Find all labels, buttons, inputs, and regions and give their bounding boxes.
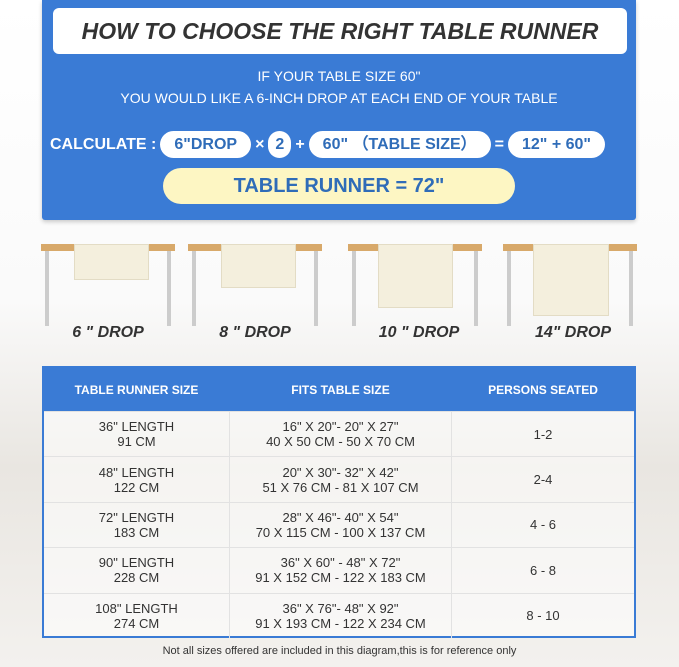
formula-panel: HOW TO CHOOSE THE RIGHT TABLE RUNNER IF … <box>42 0 636 220</box>
fits-cell: 20" X 30"- 32" X 42" 51 X 76 CM - 81 X 10… <box>229 457 452 502</box>
size-cm: 228 CM <box>113 570 160 586</box>
size-cm: 183 CM <box>113 524 160 540</box>
calculate-label: CALCULATE : <box>50 135 157 153</box>
drop-label: 6 " DROP <box>72 324 144 341</box>
drop-label: 10 " DROP <box>378 324 460 341</box>
page-title: HOW TO CHOOSE THE RIGHT TABLE RUNNER <box>53 8 627 54</box>
persons-cell: 2-4 <box>533 472 553 488</box>
fits-cell: 28" X 46"- 40" X 54" 70 X 115 CM - 100 X … <box>229 502 452 548</box>
fits-inches: 16" X 20"- 20" X 27" <box>282 419 399 435</box>
fits-cell: 36" X 76"- 48" X 92" 91 X 193 CM - 122 X … <box>229 593 452 638</box>
header-persons: PERSONS SEATED <box>488 382 598 397</box>
two-pill: 2 <box>268 131 292 158</box>
calculation-row: CALCULATE : 6"DROP × 2 + 60" （TABLE SIZE… <box>50 131 605 158</box>
result-pill: TABLE RUNNER = 72" <box>163 168 515 204</box>
runner-size-cell: 90" LENGTH 228 CM <box>44 548 229 592</box>
table-illustration-6 <box>41 244 175 326</box>
size-table: TABLE RUNNER SIZE FITS TABLE SIZE PERSON… <box>42 366 636 638</box>
fits-inches: 36" X 60" - 48" X 72" <box>280 555 401 571</box>
size-inches: 72" LENGTH <box>98 509 175 525</box>
size-inches: 90" LENGTH <box>98 555 175 571</box>
info-line-1: IF YOUR TABLE SIZE 60" <box>257 68 421 84</box>
sum-pill: 12" + 60" <box>508 131 605 158</box>
fits-cell: 16" X 20"- 20" X 27" 40 X 50 CM - 50 X 70… <box>229 412 452 457</box>
size-cm: 274 CM <box>113 615 160 631</box>
fits-cm: 91 X 152 CM - 122 X 183 CM <box>255 570 426 586</box>
table-illustration-10 <box>348 244 482 326</box>
fits-cell: 36" X 60" - 48" X 72" 91 X 152 CM - 122 X… <box>229 548 452 593</box>
runner-size-cell: 108" LENGTH 274 CM <box>44 594 229 638</box>
persons-cell: 8 - 10 <box>526 608 560 624</box>
times-sign: × <box>255 135 265 153</box>
info-line-2: YOU WOULD LIKE A 6-INCH DROP AT EACH END… <box>120 90 558 106</box>
fits-cm: 91 X 193 CM - 122 X 234 CM <box>255 615 426 631</box>
persons-cell: 6 - 8 <box>529 562 556 578</box>
size-inches: 36" LENGTH <box>98 419 175 435</box>
drop-label: 8 " DROP <box>219 324 291 341</box>
size-cm: 91 CM <box>117 434 156 450</box>
fits-cm: 70 X 115 CM - 100 X 137 CM <box>255 524 426 540</box>
plus-sign: + <box>295 135 305 153</box>
size-inches: 108" LENGTH <box>95 600 178 616</box>
persons-cell: 4 - 6 <box>529 517 556 533</box>
table-illustration-8 <box>188 244 322 326</box>
table-row: 48" LENGTH 122 CM 20" X 30"- 32" X 42" 51 … <box>44 456 634 502</box>
fits-inches: 28" X 46"- 40" X 54" <box>282 509 399 525</box>
runner-size-cell: 48" LENGTH 122 CM <box>44 457 229 501</box>
table-size-pill: 60" （TABLE SIZE） <box>308 131 491 158</box>
table-row: 36" LENGTH 91 CM 16" X 20"- 20" X 27" 40 X… <box>44 411 634 457</box>
header-fits-table: FITS TABLE SIZE <box>291 382 390 397</box>
footnote: Not all sizes offered are included in th… <box>162 645 517 657</box>
drop-label: 14" DROP <box>534 324 612 341</box>
table-row: 108" LENGTH 274 CM 36" X 76"- 48" X 92" 91… <box>44 592 634 638</box>
runner-size-cell: 72" LENGTH 183 CM <box>44 503 229 547</box>
persons-cell: 1-2 <box>533 426 553 442</box>
table-header: TABLE RUNNER SIZE FITS TABLE SIZE PERSON… <box>44 368 634 411</box>
drop-pill: 6"DROP <box>160 131 252 158</box>
runner-size-cell: 36" LENGTH 91 CM <box>44 412 229 456</box>
fits-cm: 40 X 50 CM - 50 X 70 CM <box>266 434 415 450</box>
fits-inches: 20" X 30"- 32" X 42" <box>282 464 399 480</box>
fits-cm: 51 X 76 CM - 81 X 107 CM <box>262 479 419 495</box>
equals-sign: = <box>494 135 504 153</box>
table-row: 90" LENGTH 228 CM 36" X 60" - 48" X 72" 91… <box>44 547 634 593</box>
size-inches: 48" LENGTH <box>98 464 175 480</box>
header-runner-size: TABLE RUNNER SIZE <box>74 382 199 397</box>
size-cm: 122 CM <box>113 479 160 495</box>
table-illustration-14 <box>503 244 637 326</box>
fits-inches: 36" X 76"- 48" X 92" <box>282 600 399 616</box>
table-row: 72" LENGTH 183 CM 28" X 46"- 40" X 54" 70 … <box>44 501 634 548</box>
